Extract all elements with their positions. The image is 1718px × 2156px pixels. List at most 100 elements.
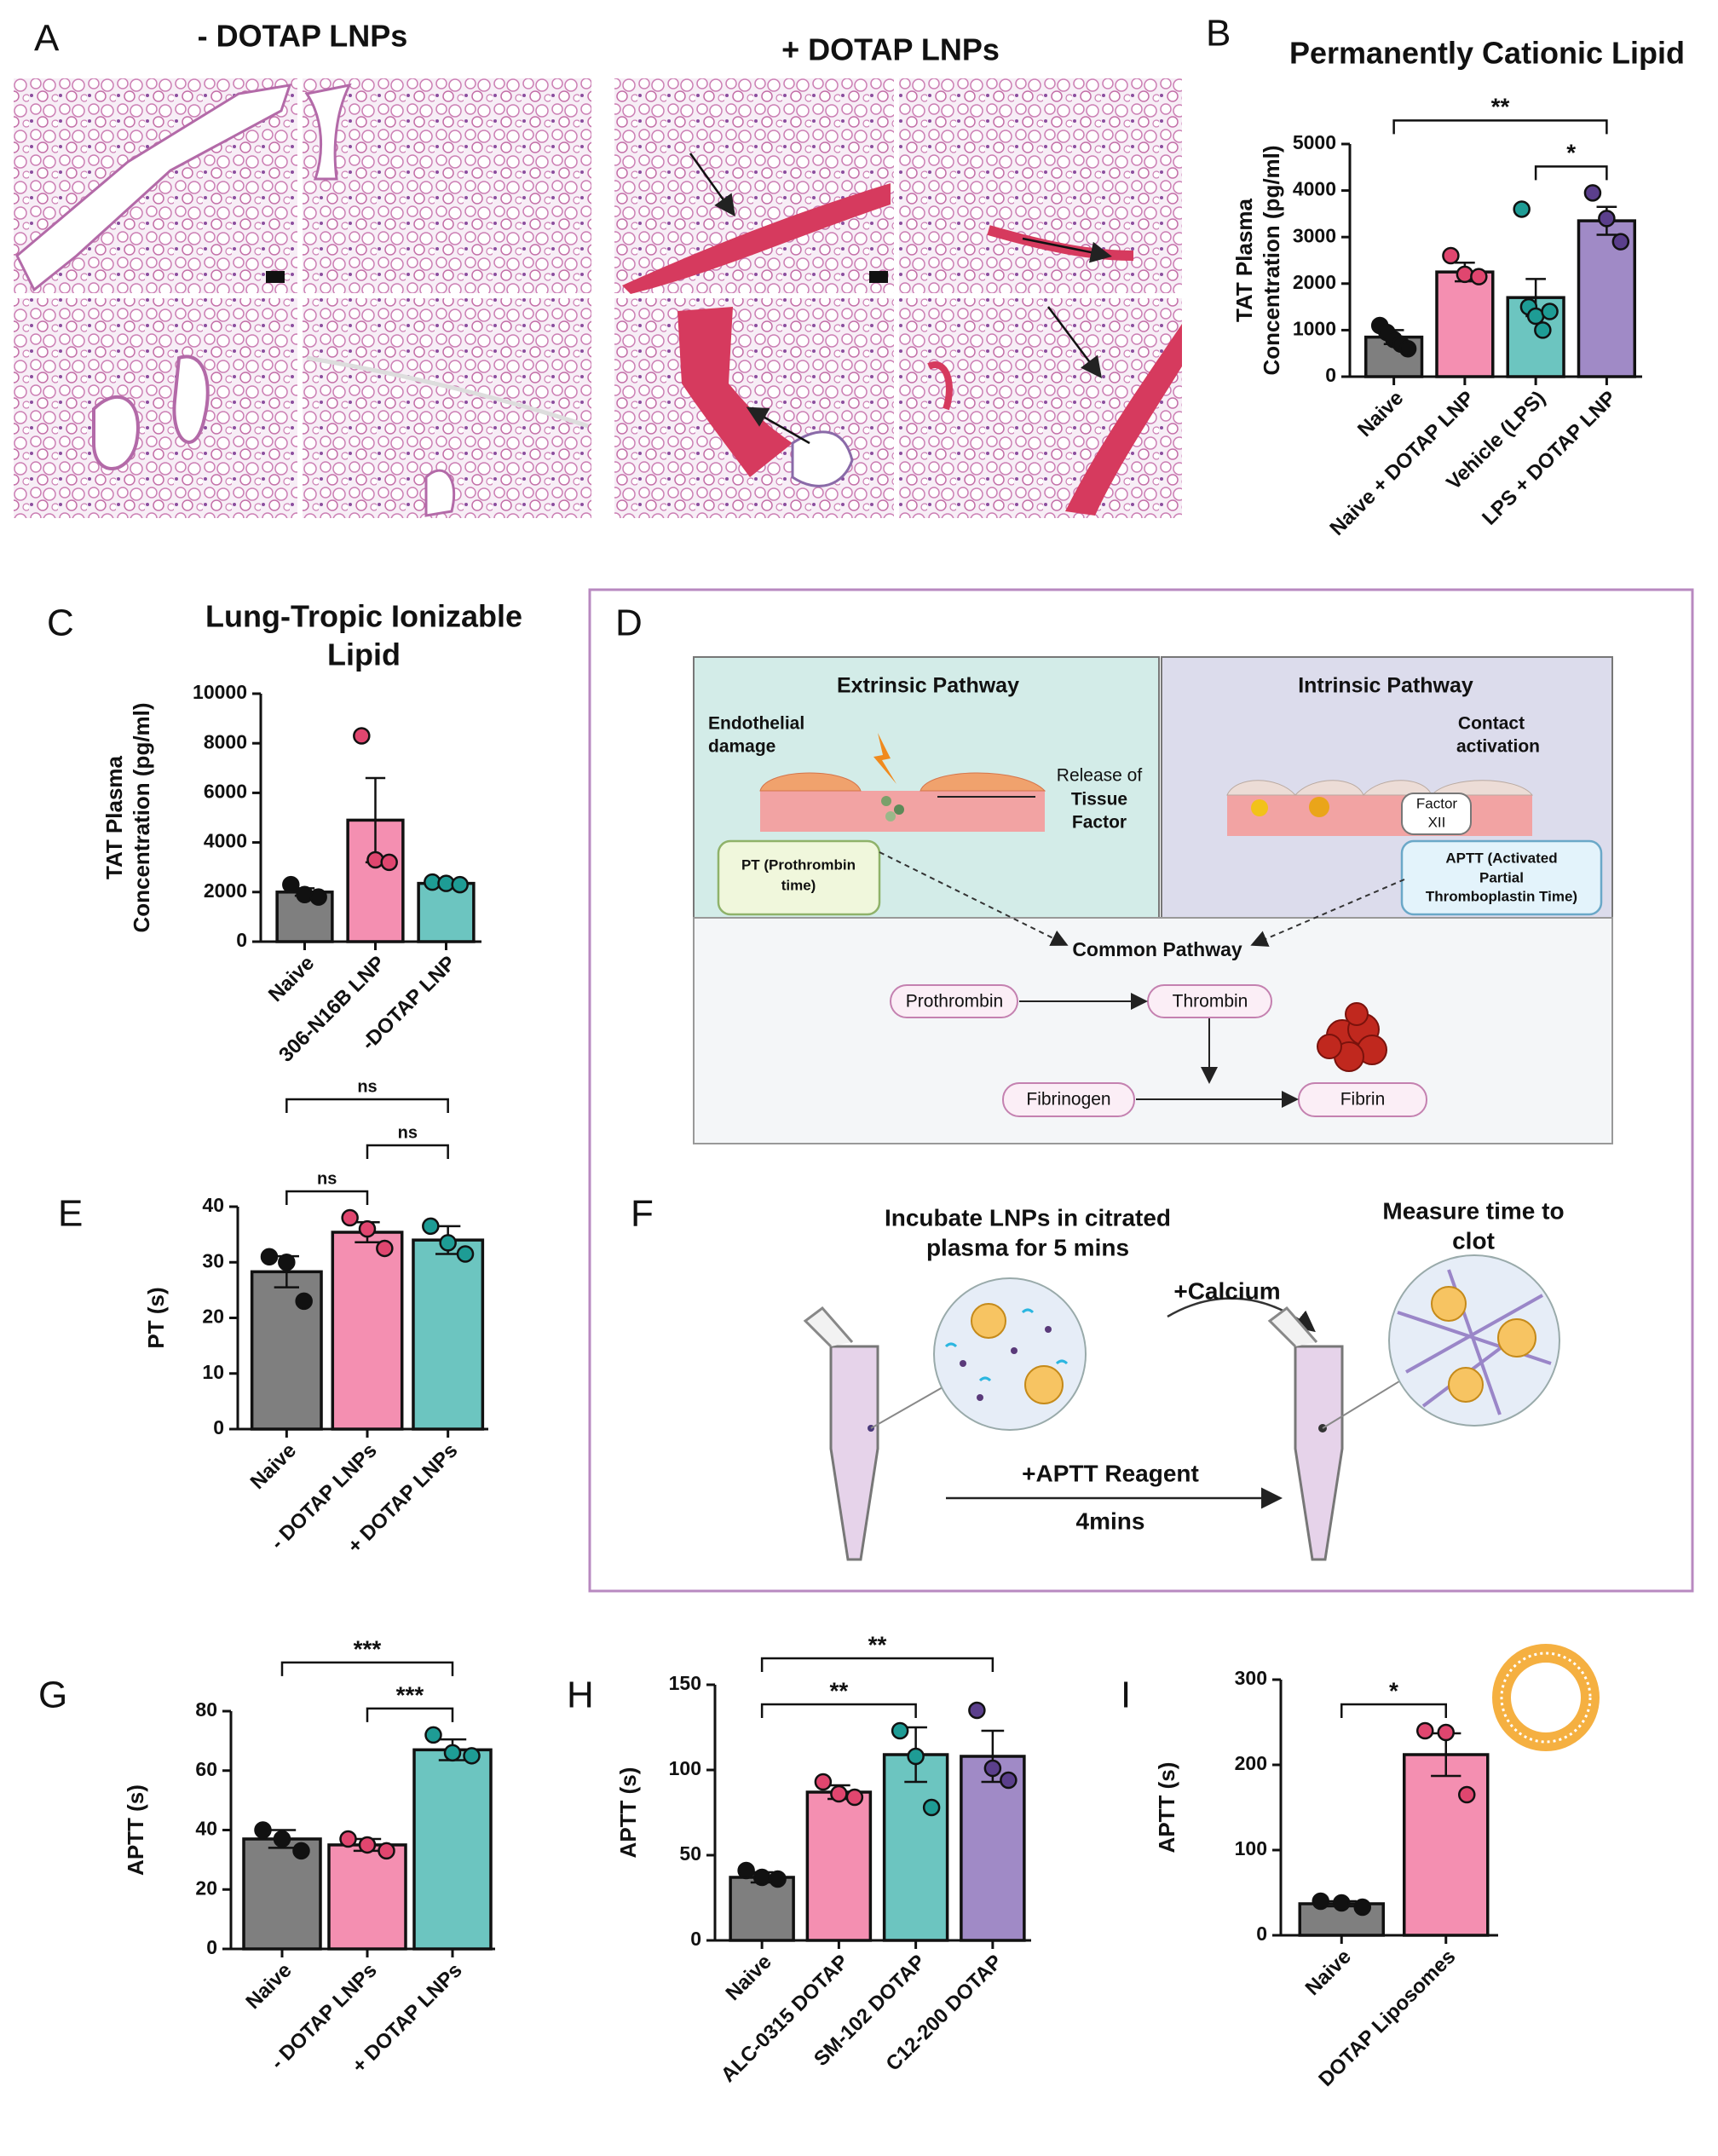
x-tick-label: Naive [1353,387,1408,441]
significance-bracket [1392,119,1608,135]
panel-letter: C [47,602,74,644]
y-tick-label: 60 [195,1758,217,1780]
panel-letter: H [567,1675,594,1716]
diagram-text: Endothelial [708,714,804,734]
bar [250,1270,323,1431]
diagram-text: APTT (Activated [1445,850,1557,866]
data-point [339,1830,357,1848]
y-axis-label: Concentration (pg/ml) [129,702,154,932]
data-point [358,1219,377,1238]
significance-bracket [285,1098,449,1114]
y-tick-label: 0 [1325,364,1336,386]
diagram-text: Common Pathway [1072,938,1242,960]
y-tick-label: 0 [690,1928,701,1950]
data-point [254,1821,272,1839]
assay-text: Measure time to [1382,1197,1564,1224]
y-axis-label: APTT (s) [1154,1762,1179,1853]
y-tick-label: 100 [669,1757,701,1779]
y-axis-label: Concentration (pg/ml) [1259,145,1284,375]
y-tick-label: 50 [679,1842,701,1865]
bar [805,1790,873,1942]
significance-bracket [366,1144,449,1160]
data-point [380,853,398,872]
chart-title: Lung-Tropic Ionizable [205,599,522,634]
assay-text: +APTT Reagent [1022,1460,1199,1486]
significance-bracket [366,1707,454,1722]
y-tick-label: 0 [1256,1923,1267,1945]
y-tick-label: 40 [202,1194,224,1216]
x-tick-label: Naive [246,1439,301,1494]
data-point [424,1726,442,1744]
x-tick-label: Naive [264,952,319,1006]
data-point [845,1788,864,1807]
data-point [292,1842,310,1860]
y-tick-label: 10000 [193,681,247,703]
significance-bracket [1340,1703,1447,1718]
y-tick-label: 300 [1235,1667,1267,1689]
diagram-node: Thrombin [1173,992,1248,1012]
data-point [907,1747,925,1766]
y-tick-label: 0 [236,929,247,951]
liposome-icon [1492,1644,1600,1751]
data-point [278,1254,296,1271]
data-point [353,727,371,745]
y-tick-label: 40 [195,1818,217,1840]
y-axis-label: PT (s) [143,1287,169,1348]
data-point [983,1759,1002,1778]
diagram-text: XII [1428,814,1446,830]
y-tick-label: 30 [202,1249,224,1271]
diagram-text: Contact [1458,714,1525,734]
diagram-node: Fibrinogen [1026,1090,1110,1110]
assay-text: 4mins [1076,1507,1145,1534]
data-point [366,850,384,869]
y-tick-label: 6000 [204,780,247,802]
significance-label: * [1389,1677,1398,1703]
diagram-text: Release of [1057,766,1143,786]
significance-label: ns [398,1123,418,1142]
bar [729,1876,795,1942]
diagram-text: time) [781,877,816,893]
bar [242,1837,322,1951]
panel-letter: D [615,602,643,644]
histology-images [14,78,1182,518]
bar [417,881,476,943]
data-point [814,1773,833,1791]
significance-label: ** [829,1677,848,1703]
y-tick-label: 20 [195,1876,217,1899]
data-point [1312,1892,1329,1911]
diagram-text: Partial [1479,869,1524,885]
diagram-text: Factor [1072,813,1127,833]
significance-bracket [1534,165,1608,181]
y-tick-label: 4000 [1293,178,1336,200]
data-point [1442,246,1460,265]
y-tick-label: 3000 [1293,224,1336,246]
diagram-text: damage [708,737,775,757]
significance-label: *** [396,1681,424,1708]
data-point [769,1870,787,1888]
y-axis-label: APTT (s) [615,1767,641,1859]
histology-title: + DOTAP LNPs [781,32,1000,67]
data-point [358,1836,377,1854]
pathway-diagram [693,656,1613,1144]
data-point [968,1701,986,1720]
diagram-node: Fibrin [1340,1090,1386,1110]
assay-diagram [803,1254,1560,1561]
data-point [309,888,327,906]
diagram-text: Intrinsic Pathway [1298,674,1473,698]
histology-title: - DOTAP LNPs [198,19,408,54]
data-point [443,1744,462,1762]
data-point [1611,233,1630,251]
chart-title: Lipid [327,637,401,672]
significance-bracket [280,1661,454,1676]
significance-label: ns [357,1077,377,1096]
x-tick-label: ALC-0315 DOTAP [717,1951,853,2087]
data-point [1470,268,1488,285]
significance-label: *** [354,1635,382,1662]
y-tick-label: 2000 [1293,271,1336,293]
data-point [1353,1898,1371,1917]
data-point [451,875,469,894]
y-tick-label: 100 [1235,1837,1267,1859]
data-point [1583,184,1602,202]
y-axis-label: TAT Plasma [1231,198,1257,322]
